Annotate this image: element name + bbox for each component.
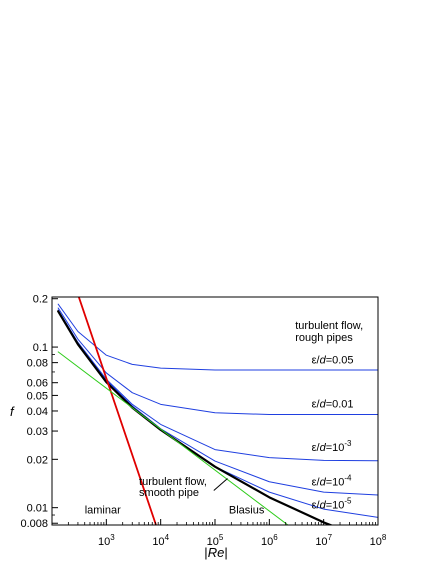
y-tick-label: 0.03: [27, 426, 48, 438]
annotations-layer: turbulent flow,rough pipesε/d=0.05ε/d=0.…: [85, 320, 363, 517]
annotation-label: ε/d=10-4: [312, 474, 352, 489]
y-tick-label: 0.08: [27, 358, 48, 370]
x-tick-label: 107: [315, 533, 332, 548]
x-tick-label: 105: [207, 533, 224, 548]
y-tick-label: 0.008: [20, 518, 48, 530]
annotation-label: ε/d=10-3: [312, 439, 352, 454]
annotation-label: ε/d=0.01: [312, 399, 354, 411]
pointer-line: [213, 478, 228, 491]
y-tick-label: 0.05: [27, 390, 48, 402]
annotation-label: smooth pipe: [139, 487, 199, 499]
annotation-label: turbulent flow,: [295, 320, 363, 332]
series-line-7: [77, 297, 157, 525]
x-tick-label: 104: [152, 533, 169, 548]
annotation-label: ε/d=10-5: [312, 496, 352, 511]
x-tick-label: 106: [261, 533, 278, 548]
series-line-6: [57, 310, 334, 525]
y-tick-label: 0.02: [27, 454, 48, 466]
y-tick-label: 0.06: [27, 378, 48, 390]
svg-text:|Re|: |Re|: [204, 545, 227, 560]
series-line-1: [57, 303, 378, 371]
y-tick-label: 0.01: [27, 503, 48, 515]
y-tick-label: 0.2: [33, 294, 48, 306]
y-tick-label: 0.1: [33, 342, 48, 354]
series-line-8: [57, 351, 289, 525]
annotation-label: laminar: [85, 504, 121, 516]
annotation-label: Blasius: [229, 504, 265, 516]
series-layer: [57, 297, 378, 525]
annotation-label: rough pipes: [295, 332, 353, 344]
series-line-3: [57, 309, 378, 462]
y-axis-label: f: [10, 404, 15, 419]
ticks-layer: 103 104 105 106 107 108 0.2 0.1 0.08 0.060.05 0.04…: [20, 294, 386, 548]
x-tick-label: 108: [370, 533, 387, 548]
annotation-label: ε/d=0.05: [312, 355, 354, 367]
y-tick-label: 0.04: [27, 406, 48, 418]
x-axis-label: |Re|: [204, 545, 227, 560]
x-tick-label: 103: [98, 533, 115, 548]
series-line-2: [57, 307, 378, 416]
annotation-label: turbulent flow,: [139, 476, 207, 488]
